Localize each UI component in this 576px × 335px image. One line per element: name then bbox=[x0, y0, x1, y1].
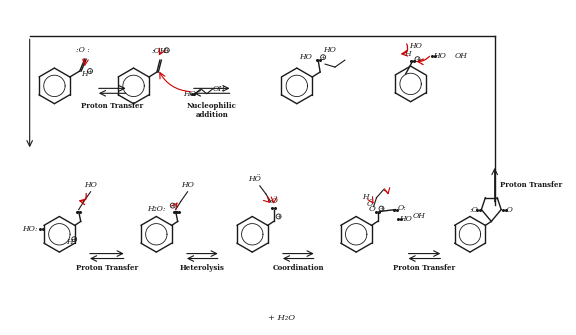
Text: H: H bbox=[362, 193, 369, 201]
Text: +: + bbox=[415, 57, 420, 62]
Text: H₂O:: H₂O: bbox=[147, 205, 166, 213]
Text: H: H bbox=[66, 238, 73, 246]
Text: OH: OH bbox=[413, 212, 426, 220]
Text: O:: O: bbox=[397, 204, 406, 212]
Text: HO: HO bbox=[433, 52, 446, 60]
Text: HO: HO bbox=[183, 90, 196, 98]
Text: +: + bbox=[379, 206, 384, 211]
Text: H: H bbox=[404, 50, 411, 58]
Text: H: H bbox=[81, 70, 88, 78]
Text: +: + bbox=[170, 203, 175, 208]
Text: :Ö: :Ö bbox=[269, 197, 278, 205]
Text: +: + bbox=[276, 214, 281, 219]
Text: + H₂O: + H₂O bbox=[268, 314, 295, 322]
Text: Ö: Ö bbox=[366, 200, 373, 208]
Text: +: + bbox=[164, 48, 169, 53]
Text: HO: HO bbox=[84, 181, 97, 189]
Text: +: + bbox=[321, 55, 325, 60]
Text: Proton Transfer: Proton Transfer bbox=[499, 181, 562, 189]
Text: +: + bbox=[72, 237, 77, 242]
Text: HO:: HO: bbox=[22, 225, 37, 233]
Text: Heterolysis: Heterolysis bbox=[180, 264, 225, 272]
Text: O: O bbox=[369, 205, 376, 213]
Text: HO: HO bbox=[399, 215, 412, 223]
Text: HÖ: HÖ bbox=[248, 175, 262, 183]
Text: HO: HO bbox=[409, 42, 422, 50]
Text: :O :: :O : bbox=[76, 46, 90, 54]
Text: OH: OH bbox=[213, 85, 226, 93]
Text: :O: :O bbox=[469, 206, 479, 213]
Text: OH: OH bbox=[455, 52, 468, 60]
Text: Proton Transfer: Proton Transfer bbox=[393, 264, 456, 272]
Text: HO: HO bbox=[181, 181, 194, 189]
Text: HO: HO bbox=[300, 53, 312, 61]
Text: Proton Transfer: Proton Transfer bbox=[75, 264, 138, 272]
Text: Proton Transfer: Proton Transfer bbox=[81, 102, 143, 110]
Text: :OH: :OH bbox=[151, 47, 166, 55]
Text: HO: HO bbox=[324, 46, 336, 54]
Text: Nucleophilic
addition: Nucleophilic addition bbox=[187, 102, 237, 119]
Text: +: + bbox=[88, 69, 92, 74]
Text: :O: :O bbox=[504, 206, 513, 213]
Text: Coordination: Coordination bbox=[272, 264, 324, 272]
